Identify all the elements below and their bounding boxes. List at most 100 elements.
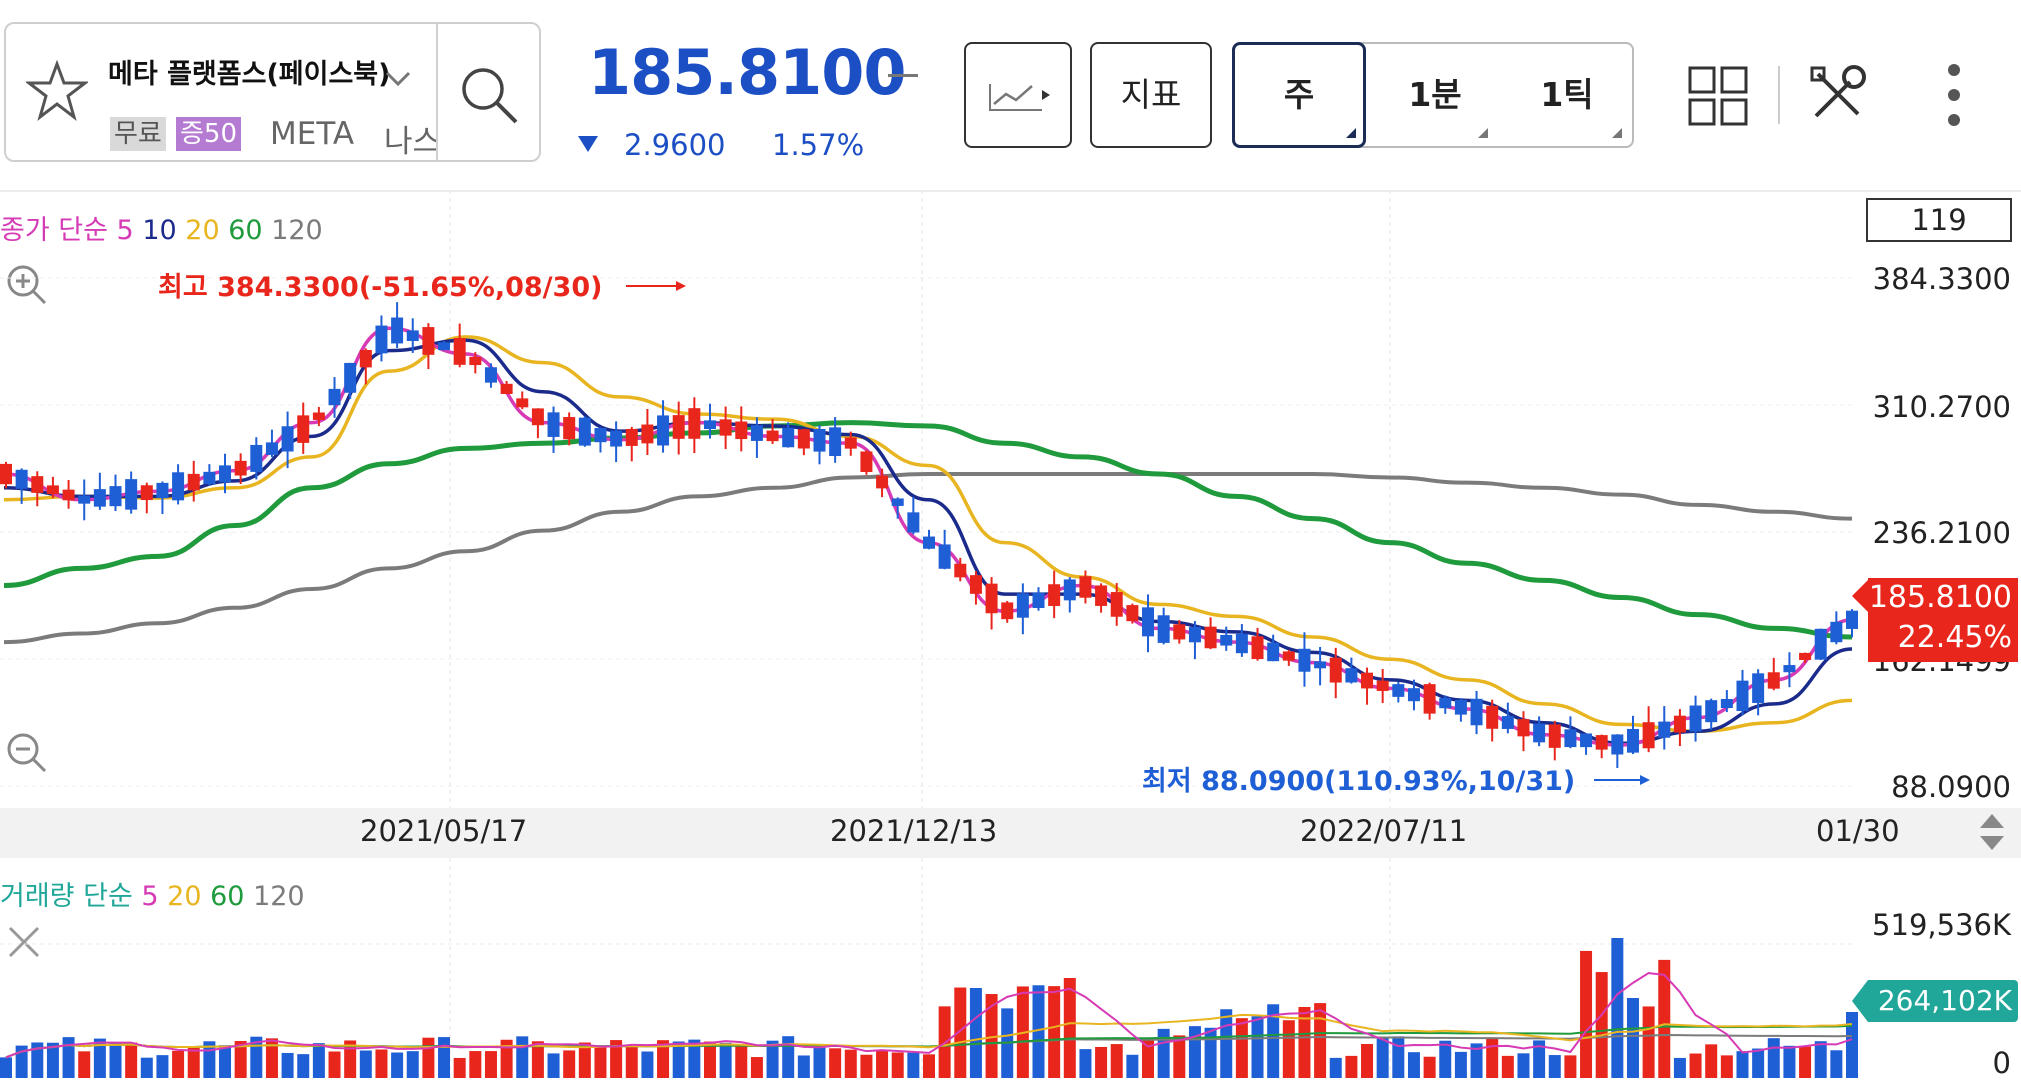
candle: [1376, 680, 1389, 691]
volume-bar: [109, 1043, 122, 1078]
volume-bar: [860, 1054, 873, 1078]
volume-bar: [391, 1052, 404, 1078]
volume-bar: [813, 1047, 826, 1078]
candle: [1032, 592, 1045, 609]
volume-bar: [672, 1041, 685, 1078]
candle: [1329, 657, 1342, 683]
candle: [1079, 576, 1092, 598]
candle: [1235, 633, 1248, 654]
volume-bar: [1533, 1040, 1546, 1078]
candle: [594, 428, 607, 443]
candle: [954, 563, 967, 578]
chevron-down-icon[interactable]: [384, 70, 412, 92]
favorite-star-icon[interactable]: [24, 59, 90, 126]
volume-bar: [1454, 1051, 1467, 1078]
volume-axis-top: 519,536K: [1872, 908, 2011, 942]
volume-bar: [750, 1057, 763, 1078]
tools-icon[interactable]: [1806, 62, 1870, 130]
volume-bar: [406, 1051, 419, 1078]
volume-bar: [344, 1040, 357, 1078]
margin-badge: 증50: [176, 117, 242, 151]
close-icon[interactable]: [6, 924, 42, 964]
volume-bar: [31, 1042, 44, 1078]
volume-bar: [1235, 1018, 1248, 1078]
volume-bar: [1220, 1009, 1233, 1078]
volume-bar: [1361, 1043, 1374, 1078]
price-chart-area[interactable]: 최고 384.3300(-51.65%,08/30) 최저 88.0900(11…: [0, 190, 1860, 808]
volume-bar: [1580, 950, 1593, 1078]
candle: [797, 429, 810, 449]
indicator-button[interactable]: 지표: [1090, 42, 1212, 148]
zoom-out-icon[interactable]: [4, 730, 48, 778]
period-week-button[interactable]: 주: [1232, 42, 1366, 148]
volume-bar: [1298, 1007, 1311, 1078]
volume-bar: [312, 1043, 325, 1078]
volume-legend[interactable]: 거래량 단순 5 20 60 120: [0, 874, 305, 913]
volume-bar: [891, 1052, 904, 1078]
corner-marker-icon: [1346, 128, 1356, 138]
candle: [1439, 697, 1452, 709]
volume-bar: [610, 1040, 623, 1078]
volume-bar: [719, 1042, 732, 1078]
date-axis[interactable]: [0, 808, 2021, 858]
more-options-icon[interactable]: [1946, 62, 1962, 132]
chart-type-button[interactable]: [964, 42, 1072, 148]
volume-bar: [422, 1037, 435, 1078]
volume-bar: [703, 1041, 716, 1078]
ma-legend-10: 10: [142, 215, 177, 246]
volume-bar: [985, 994, 998, 1078]
candle: [860, 451, 873, 472]
volume-bar: [140, 1057, 153, 1078]
volume-bar: [453, 1057, 466, 1078]
candle: [1486, 705, 1499, 729]
date-label: 2021/12/13: [830, 814, 998, 848]
ticker-symbol: META: [270, 116, 355, 152]
period-1min-button[interactable]: 1분: [1408, 75, 1462, 114]
stock-selector[interactable]: [4, 22, 541, 162]
volume-bar: [1673, 1057, 1686, 1078]
volume-bar: [1658, 959, 1671, 1078]
candle: [1517, 719, 1530, 737]
price-change: 2.9600: [624, 128, 726, 162]
ma120-line: [3, 472, 1853, 645]
corner-marker-icon: [1478, 128, 1488, 138]
volume-bar: [1079, 1049, 1092, 1078]
candle: [1814, 628, 1827, 660]
candle: [281, 426, 294, 452]
ma-legend-20: 20: [185, 215, 220, 246]
volume-bar: [125, 1042, 138, 1078]
visible-count-box[interactable]: 119: [1866, 198, 2012, 242]
candle: [1611, 734, 1624, 755]
candle: [1501, 716, 1514, 729]
volume-bar: [1063, 978, 1076, 1078]
zoom-in-icon[interactable]: [4, 262, 48, 310]
stock-name[interactable]: 메타 플랫폼스(페이스북): [108, 59, 391, 90]
divider: [436, 24, 438, 160]
ma-legend[interactable]: 종가 단순 5 10 20 60 120: [0, 208, 323, 247]
candle: [1016, 593, 1029, 618]
volume-legend-20: 20: [167, 881, 202, 912]
candle: [703, 420, 716, 430]
volume-bar: [438, 1037, 451, 1078]
volume-chart-area[interactable]: [0, 858, 1860, 1080]
volume-bar: [328, 1051, 341, 1078]
search-icon[interactable]: [458, 64, 520, 130]
candle: [844, 437, 857, 449]
volume-bar: [1814, 1041, 1827, 1078]
volume-bar: [1501, 1055, 1514, 1078]
volume-bar: [1783, 1045, 1796, 1078]
volume-bar: [375, 1049, 388, 1078]
price-dash: [888, 74, 918, 77]
candle: [250, 444, 263, 472]
volume-bar: [1048, 986, 1061, 1078]
volume-bar: [93, 1038, 106, 1078]
candle: [1298, 648, 1311, 672]
volume-bar: [1830, 1050, 1843, 1078]
period-1tick-button[interactable]: 1틱: [1540, 75, 1594, 114]
candle: [1392, 684, 1405, 697]
volume-bar: [657, 1040, 670, 1078]
layout-grid-icon[interactable]: [1688, 66, 1748, 130]
candle: [297, 415, 310, 443]
candle: [719, 419, 732, 436]
scroll-arrows-icon[interactable]: [1974, 810, 2010, 858]
